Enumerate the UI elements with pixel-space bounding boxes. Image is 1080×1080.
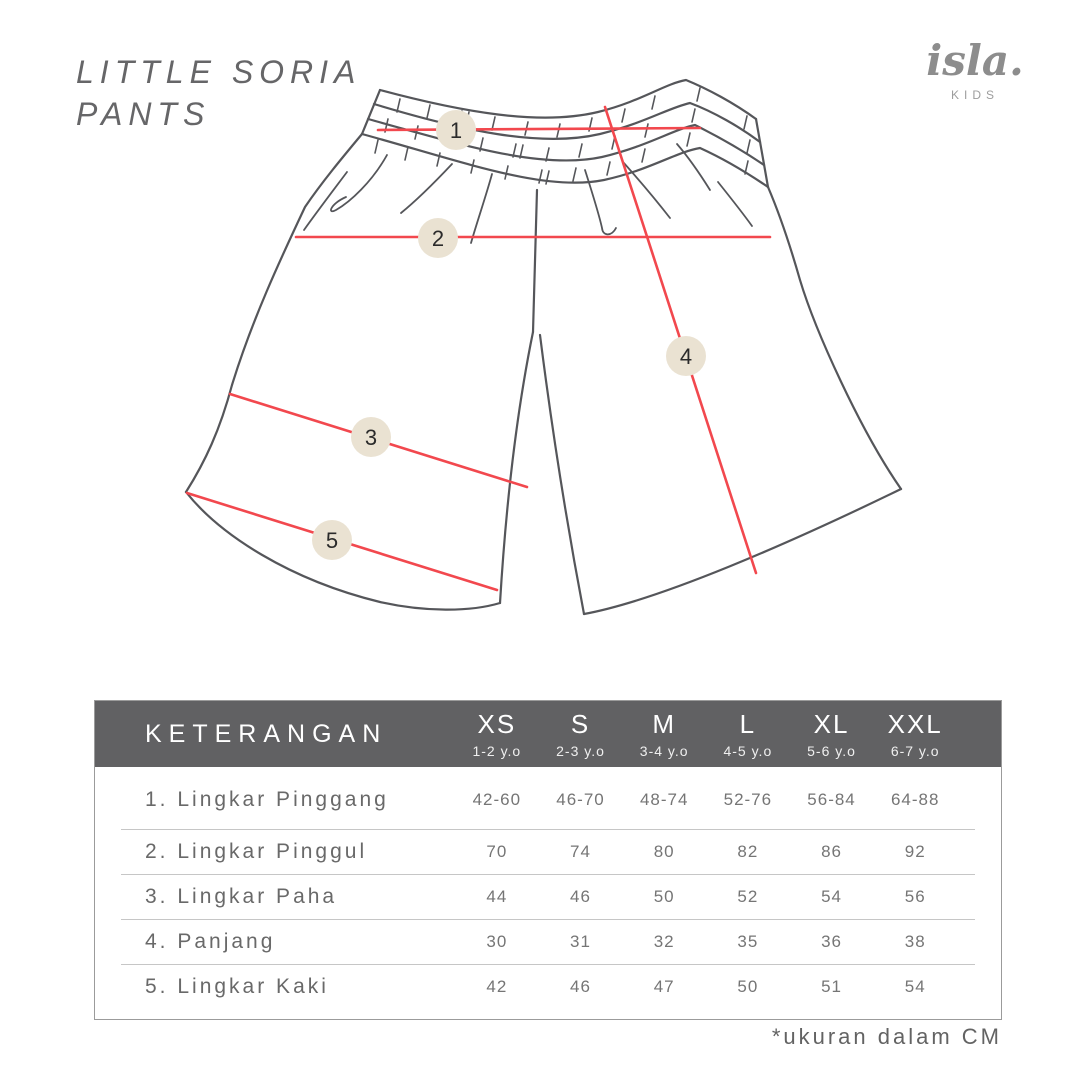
row-divider [121,919,975,920]
size-label: XXL [887,709,943,739]
measure-markers: 1 2 3 4 5 [312,110,706,560]
value-cell: 52-76 [723,790,773,809]
size-column-xxl: XXL 6-7 y.o [873,709,957,759]
row-label: 4. Panjang [145,930,276,953]
size-table: KETERANGAN XS 1-2 y.o S 2-3 y.o M 3-4 y.… [94,700,1002,1020]
value-cell: 54 [904,977,926,996]
value-cell: 92 [904,842,926,861]
row-values: 42 46 47 50 51 54 [455,977,1001,997]
value-cell: 46 [570,887,591,906]
brand-logo: isla. KIDS [920,36,1030,103]
value-cell: 46 [570,977,591,996]
age-label: 6-7 y.o [890,743,940,759]
value-cell: 42-60 [472,790,522,809]
value-cell: 50 [653,887,675,906]
value-cell: 46-70 [556,790,605,809]
fold-lines [303,143,753,244]
value-cell: 30 [486,932,508,951]
age-label: 1-2 y.o [472,743,522,759]
value-cell: 56 [904,887,926,906]
value-cell: 42 [486,977,508,996]
table-row: 3. Lingkar Paha 44 46 50 52 54 56 [95,875,1001,919]
value-cell: 32 [653,932,675,951]
svg-text:4: 4 [680,344,692,369]
value-cell: 50 [737,977,759,996]
table-row: 4. Panjang 30 31 32 35 36 38 [95,920,1001,964]
value-cell: 47 [653,977,675,996]
value-cell: 80 [653,842,675,861]
size-table-header: KETERANGAN XS 1-2 y.o S 2-3 y.o M 3-4 y.… [95,701,1001,767]
row-values: 42-60 46-70 48-74 52-76 56-84 64-88 [455,790,1001,810]
value-cell: 64-88 [890,790,940,809]
size-column-m: M 3-4 y.o [622,709,706,759]
size-column-l: L 4-5 y.o [706,709,790,759]
size-column-xl: XL 5-6 y.o [790,709,874,759]
value-cell: 36 [821,932,842,951]
brand-name: isla. [926,36,1024,85]
pants-illustration: 1 2 3 4 5 [184,78,903,616]
svg-text:1: 1 [450,118,462,143]
row-divider [121,964,975,965]
value-cell: 70 [486,842,508,861]
table-row: 2. Lingkar Pinggul 70 74 80 82 86 92 [95,830,1001,874]
row-values: 30 31 32 35 36 38 [455,932,1001,952]
row-values: 70 74 80 82 86 92 [455,842,1001,862]
value-cell: 38 [904,932,926,951]
size-label: L [739,709,757,739]
value-cell: 31 [570,932,591,951]
size-table-body: 1. Lingkar Pinggang 42-60 46-70 48-74 52… [95,767,1001,1019]
svg-text:5: 5 [326,528,338,553]
footnote-units: *ukuran dalam CM [771,1024,1002,1049]
row-label: 5. Lingkar Kaki [145,975,329,998]
measure-line-waist [376,126,702,132]
value-cell: 44 [486,887,508,906]
value-cell: 54 [821,887,842,906]
marker-5: 5 [312,520,352,560]
row-label: 3. Lingkar Paha [145,885,338,908]
size-label: M [652,709,677,739]
header-keterangan: KETERANGAN [145,719,388,748]
marker-1: 1 [436,110,476,150]
shorts-outline [184,132,903,616]
row-divider [121,829,975,830]
svg-text:2: 2 [432,226,444,251]
age-label: 4-5 y.o [723,743,773,759]
marker-4: 4 [666,336,706,376]
value-cell: 74 [570,842,591,861]
table-row: 5. Lingkar Kaki 42 46 47 50 51 54 [95,965,1001,1009]
page-title: LITTLE SORIA PANTS [76,52,361,135]
value-cell: 56-84 [807,790,856,809]
waistband [360,78,770,189]
row-values: 44 46 50 52 54 56 [455,887,1001,907]
value-cell: 82 [737,842,759,861]
value-cell: 35 [737,932,759,951]
value-cell: 86 [821,842,842,861]
value-cell: 51 [821,977,842,996]
value-cell: 48-74 [639,790,689,809]
table-row: 1. Lingkar Pinggang 42-60 46-70 48-74 52… [95,767,1001,829]
size-column-xs: XS 1-2 y.o [455,709,539,759]
size-label: S [570,709,591,739]
size-label: XS [477,709,517,739]
marker-3: 3 [351,417,391,457]
page-title-line1: LITTLE SORIA [76,54,362,90]
age-label: 3-4 y.o [639,743,689,759]
size-label: XL [813,709,850,739]
row-label: 2. Lingkar Pinggul [145,840,368,863]
age-label: 5-6 y.o [807,743,856,759]
value-cell: 52 [737,887,759,906]
page-title-line2: PANTS [76,95,211,132]
size-column-s: S 2-3 y.o [539,709,623,759]
brand-subtitle: KIDS [950,88,999,102]
row-divider [121,874,975,875]
row-label: 1. Lingkar Pinggang [145,788,389,811]
header-size-columns: XS 1-2 y.o S 2-3 y.o M 3-4 y.o L 4-5 y.o… [455,709,1001,759]
age-label: 2-3 y.o [556,743,605,759]
marker-2: 2 [418,218,458,258]
svg-text:3: 3 [365,425,377,450]
